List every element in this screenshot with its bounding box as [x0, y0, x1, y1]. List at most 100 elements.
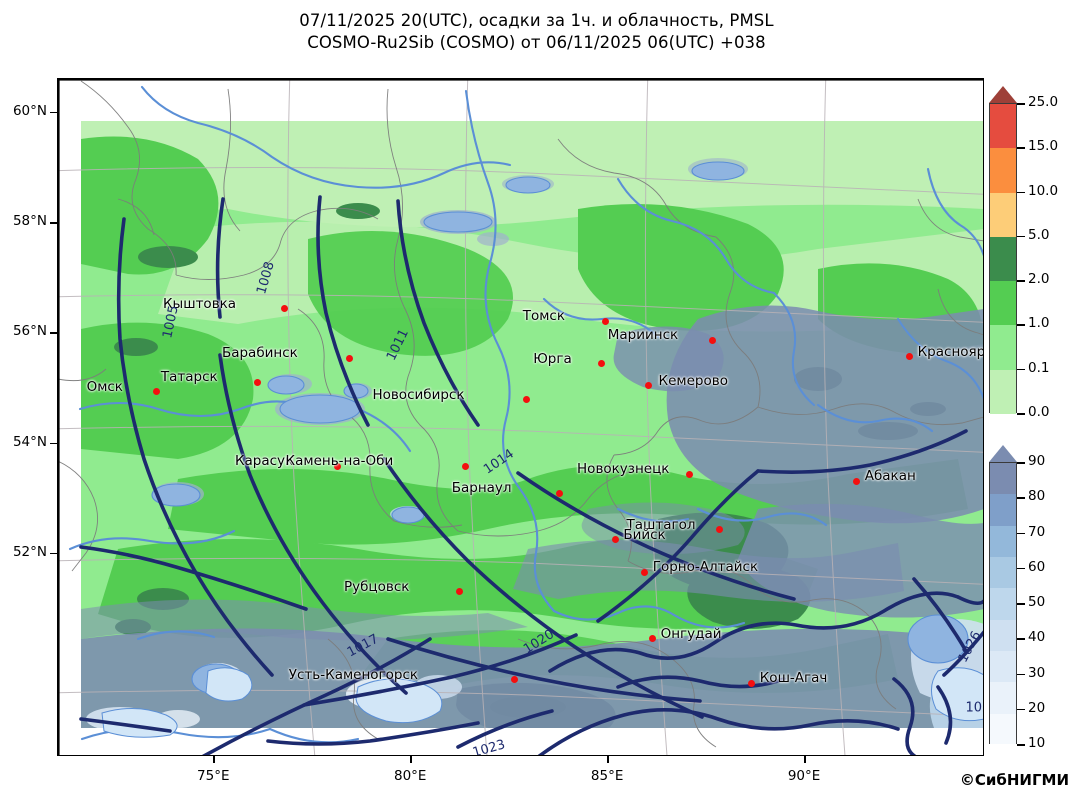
colorbar-under-arrow-icon [989, 744, 1017, 761]
lat-tick-label: 54°N [12, 433, 47, 450]
city-label: Татарск [160, 369, 218, 386]
city-dot-icon [254, 378, 262, 386]
city-label: Новокузнецк [577, 461, 670, 478]
colorbar-segment [990, 325, 1016, 370]
city-dot-icon [649, 635, 657, 643]
city-label: Абакан [864, 468, 916, 485]
title-line-1: 07/11/2025 20(UTC), осадки за 1ч. и обла… [299, 11, 774, 30]
colorbar-tick-mark [1017, 462, 1025, 464]
lat-tick-mark [50, 442, 57, 445]
colorbar-tick-label: 30 [1028, 664, 1046, 681]
colorbar-tick-mark [1017, 147, 1025, 149]
colorbar-tick-label: 60 [1028, 558, 1046, 575]
lat-tick-label: 56°N [12, 323, 47, 340]
isobar-label: 1029 [965, 700, 983, 716]
city-label: Юрга [533, 350, 572, 367]
city-dot-icon [601, 317, 609, 325]
map-canvas [58, 79, 983, 755]
credit-label: ©СибНИГМИ [959, 771, 1069, 789]
lat-tick-mark [50, 332, 57, 334]
chart-title: 07/11/2025 20(UTC), осадки за 1ч. и обла… [0, 10, 1073, 54]
city-label: Барнаул [451, 480, 512, 497]
city-dot-icon [556, 489, 564, 497]
city-label: Красноярск [917, 343, 983, 360]
colorbar-body [989, 462, 1017, 745]
lat-tick-label: 52°N [12, 543, 47, 560]
city-dot-icon [153, 388, 161, 396]
city-label: Рубцовск [343, 578, 410, 595]
colorbar-cloud-cover: 102030405060708090Облачность ср. яруса, … [988, 445, 1045, 762]
title-line-2: COSMO-Ru2Sib (COSMO) от 06/11/2025 06(UT… [307, 33, 766, 52]
colorbar-over-arrow-icon [989, 86, 1017, 103]
lat-tick-mark [50, 111, 57, 114]
city-dot-icon [455, 588, 463, 596]
colorbar-segment [990, 557, 1016, 589]
colorbar-segment [990, 148, 1016, 193]
city-dot-icon [906, 353, 914, 361]
colorbar-segment [990, 619, 1016, 651]
map-plot-area: Омск Татарск Кыштовка Барабинск Карасук Новос… [57, 78, 984, 756]
colorbar-tick-mark [1017, 673, 1025, 676]
city-dot-icon [346, 354, 354, 362]
colorbar-tick-label: 90 [1028, 453, 1046, 469]
colorbar-tick-mark [1017, 235, 1025, 238]
city-label: Камень-на-Оби [285, 453, 394, 470]
city-label: Карасук [234, 453, 294, 470]
lon-tick-label: 90°E [787, 768, 821, 784]
city-label: Барабинск [221, 345, 298, 362]
lon-tick-label: 80°E [393, 768, 427, 784]
city-label: Горно-Алтайск [652, 559, 759, 576]
city-dot-icon [461, 462, 469, 470]
colorbar-tick-label: 0.0 [1028, 404, 1050, 420]
city-dot-icon [333, 462, 341, 470]
city-dot-icon [853, 477, 861, 485]
colorbar-tick-label: 5.0 [1028, 226, 1050, 243]
colorbar-segment [990, 525, 1016, 557]
colorbar-segment [990, 236, 1016, 282]
colorbar-tick-label: 1.0 [1028, 315, 1050, 332]
city-label: Мариинск [607, 327, 679, 344]
city-label: Кемерово [658, 372, 728, 389]
colorbar-segment [990, 463, 1016, 495]
lat-tick-mark [50, 552, 57, 555]
city-label: Кыштовка [162, 295, 237, 312]
city-label: Новосибирск [372, 386, 465, 403]
colorbar-tick-mark [1017, 532, 1025, 535]
city-dot-icon [716, 526, 724, 534]
colorbar-tick-label: 10.0 [1028, 182, 1059, 199]
colorbar-tick-mark [1017, 103, 1025, 105]
city-label: Бийск [623, 526, 666, 543]
city-label: Таштагол [626, 516, 696, 533]
colorbar-segment [990, 588, 1016, 620]
city-dot-icon [685, 470, 693, 478]
colorbar-over-arrow-icon [989, 445, 1017, 462]
colorbar-segment [990, 713, 1016, 745]
lat-tick-label: 58°N [12, 213, 47, 230]
colorbar-segment [990, 369, 1016, 414]
colorbar-tick-mark [1017, 638, 1025, 640]
colorbar-segment [990, 281, 1016, 326]
colorbar-segment [990, 651, 1016, 683]
colorbar-tick-mark [1017, 280, 1025, 282]
city-dot-icon [510, 676, 518, 684]
city-dot-icon [748, 679, 756, 687]
colorbar-tick-label: 25.0 [1028, 94, 1059, 110]
colorbar-tick-label: 70 [1028, 523, 1046, 540]
colorbar-tick-mark [1017, 191, 1025, 194]
colorbar-tick-label: 80 [1028, 488, 1046, 505]
colorbar-tick-mark [1017, 324, 1025, 327]
colorbar-segment [990, 104, 1016, 149]
colorbar-tick-mark [1017, 413, 1025, 415]
colorbar-tick-label: 2.0 [1028, 271, 1050, 288]
lon-tick-mark [607, 756, 609, 763]
colorbar-segment [990, 494, 1016, 526]
colorbar-tick-mark [1017, 368, 1025, 371]
colorbar-segment [990, 192, 1016, 237]
colorbar-tick-mark [1017, 744, 1025, 746]
city-label: Омск [86, 378, 123, 395]
lon-tick-label: 85°E [590, 768, 624, 784]
city-label: Онгудай [660, 625, 722, 642]
colorbar-tick-mark [1017, 708, 1025, 711]
city-label: Кош-Агач [759, 670, 828, 687]
